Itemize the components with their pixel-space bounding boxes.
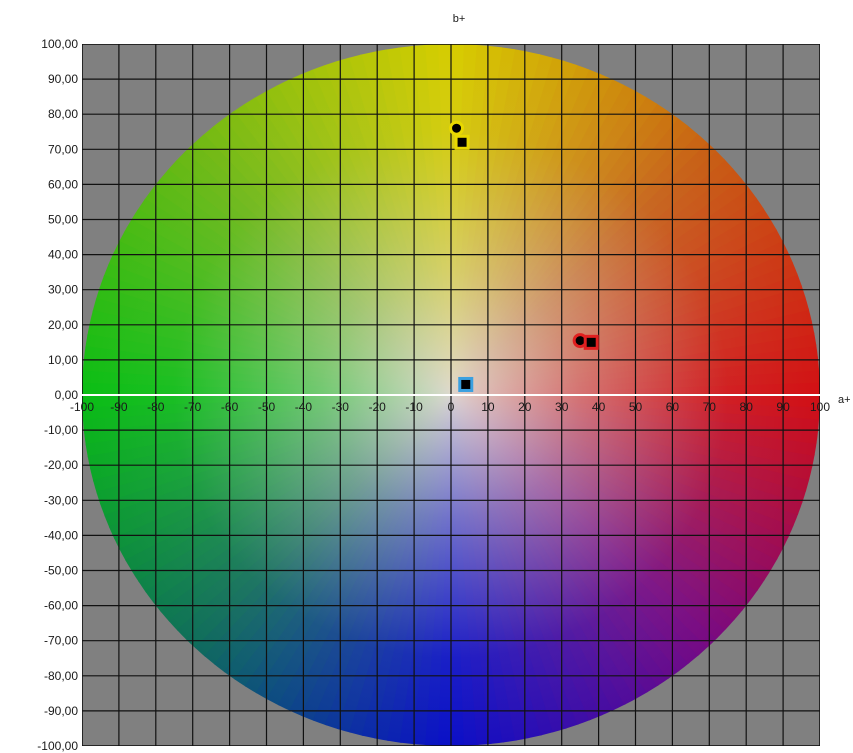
x-tick-label: 100 <box>810 400 830 414</box>
y-tick-label: 80,00 <box>48 107 78 121</box>
y-tick-label: -90,00 <box>44 704 78 718</box>
data-point-square <box>583 334 599 350</box>
x-tick-label: 80 <box>740 400 754 414</box>
x-tick-label: 20 <box>518 400 532 414</box>
y-tick-label: 30,00 <box>48 283 78 297</box>
x-tick-label: 90 <box>776 400 790 414</box>
y-tick-label: -50,00 <box>44 564 78 578</box>
x-axis-title: a+ <box>838 394 851 406</box>
y-tick-labels: 100,00 90,00 80,00 70,00 60,00 50,00 40,00 30,0… <box>37 37 78 753</box>
x-tick-label: -70 <box>184 400 202 414</box>
data-points <box>449 120 599 392</box>
y-tick-label: 50,00 <box>48 213 78 227</box>
x-tick-label: 10 <box>481 400 495 414</box>
y-tick-label: -80,00 <box>44 669 78 683</box>
y-axis-title: b+ <box>453 13 466 25</box>
x-tick-label: -20 <box>369 400 387 414</box>
y-tick-label: 60,00 <box>48 177 78 191</box>
x-tick-label: -40 <box>295 400 313 414</box>
y-tick-label: -70,00 <box>44 634 78 648</box>
x-tick-label: 50 <box>629 400 643 414</box>
y-tick-label: -100,00 <box>37 739 78 753</box>
x-tick-label: 40 <box>592 400 606 414</box>
x-tick-label: -80 <box>147 400 165 414</box>
y-tick-label: 40,00 <box>48 248 78 262</box>
x-tick-label: 60 <box>666 400 680 414</box>
x-tick-label: -60 <box>221 400 239 414</box>
data-point-circle <box>449 120 465 136</box>
x-tick-label: 70 <box>703 400 717 414</box>
y-tick-label: 20,00 <box>48 318 78 332</box>
y-tick-label: -20,00 <box>44 458 78 472</box>
x-tick-label: 30 <box>555 400 569 414</box>
x-tick-label: -90 <box>110 400 128 414</box>
y-tick-label: 100,00 <box>41 37 78 51</box>
y-tick-label: -10,00 <box>44 423 78 437</box>
x-tick-labels: -100 -90 -80 -70 -60 -50 -40 -30 -20 -10 0 10 20 30 40… <box>70 400 830 414</box>
x-tick-label: -50 <box>258 400 276 414</box>
y-tick-label: 0,00 <box>55 388 79 402</box>
y-tick-label: -30,00 <box>44 493 78 507</box>
data-point-square <box>454 134 470 150</box>
x-tick-label: -30 <box>332 400 350 414</box>
y-tick-label: -40,00 <box>44 528 78 542</box>
data-point-square <box>458 376 474 392</box>
x-tick-label: 0 <box>448 400 455 414</box>
x-tick-label: -10 <box>405 400 423 414</box>
y-tick-label: -60,00 <box>44 599 78 613</box>
y-tick-label: 10,00 <box>48 353 78 367</box>
y-tick-label: 70,00 <box>48 142 78 156</box>
y-tick-label: 90,00 <box>48 72 78 86</box>
x-tick-label: -100 <box>70 400 94 414</box>
